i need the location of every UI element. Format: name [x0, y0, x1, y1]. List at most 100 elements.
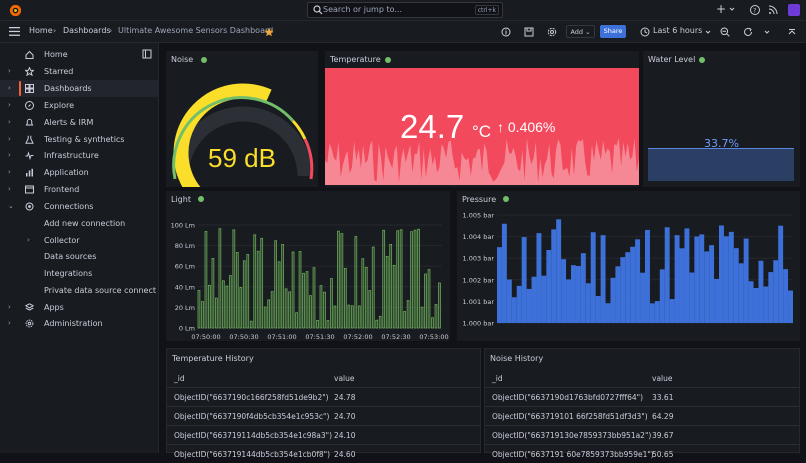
y-tick-label: 80 Lm [175, 242, 195, 250]
chevron-down-icon[interactable] [705, 29, 711, 35]
chevron-right-icon[interactable]: › [8, 101, 11, 109]
sidebar-item-connections[interactable]: ⌄ Connections [0, 198, 159, 215]
table-row[interactable]: ObjectID("6637190c166f258fd51de9b2") 24.7… [167, 387, 480, 406]
table-row[interactable]: ObjectID("663719130e7859373bb951a2") 39.6… [485, 425, 799, 444]
bar [521, 237, 527, 323]
bar [399, 229, 403, 329]
sidebar-item-infrastructure[interactable]: › Infrastructure [0, 147, 159, 164]
chevron-right-icon[interactable]: › [8, 303, 11, 311]
cell-value: 24.10 [334, 431, 356, 440]
bar [295, 312, 298, 329]
bar [531, 276, 537, 323]
bar [659, 269, 665, 323]
collapse-up-icon[interactable] [787, 28, 797, 36]
sidebar-item-collector[interactable]: › Collector [0, 232, 159, 249]
table-row[interactable]: ObjectID("6637191 60e7859373bb959e1") 50.… [485, 444, 799, 463]
bar [536, 233, 542, 323]
x-tick-label: 07:50:30 [229, 333, 258, 341]
breadcrumb-home[interactable]: Home [29, 26, 53, 35]
zoom-out-icon[interactable] [720, 27, 730, 37]
table-row[interactable]: ObjectID("663719101 66f258fd51df3d3") 64.… [485, 406, 799, 425]
apps-icon [25, 303, 34, 311]
share-button[interactable]: Share [600, 25, 626, 38]
bar [506, 279, 512, 323]
news-rss-icon[interactable] [767, 4, 779, 16]
save-icon[interactable] [524, 27, 534, 37]
bar [291, 251, 295, 329]
bar [571, 265, 576, 323]
active-indicator [19, 81, 21, 96]
bar [788, 290, 793, 323]
sidebar-item-dashboards[interactable]: › Dashboards [0, 80, 159, 97]
menu-icon[interactable] [9, 27, 20, 36]
column-header-value[interactable]: value [652, 374, 673, 383]
temperature-history-title: Temperature History [172, 354, 254, 363]
sidebar-item-frontend[interactable]: › Frontend [0, 181, 159, 198]
grafana-logo-icon[interactable] [8, 3, 23, 18]
sidebar-item-add-new-connection[interactable]: Add new connection [0, 215, 159, 232]
refresh-icon[interactable] [743, 27, 753, 37]
y-tick-label: 1.000 bar [463, 320, 495, 328]
sidebar-item-label: Infrastructure [44, 151, 99, 160]
bar [743, 238, 749, 323]
star-icon[interactable] [264, 27, 274, 37]
breadcrumb-dashboards[interactable]: Dashboards [63, 26, 111, 35]
user-avatar[interactable] [788, 4, 800, 16]
settings-gear-icon[interactable] [547, 27, 557, 37]
chevron-right-icon[interactable]: › [8, 319, 11, 327]
chevron-right-icon[interactable]: › [8, 118, 11, 126]
bar [600, 235, 606, 323]
chevron-right-icon[interactable]: › [8, 168, 11, 176]
sidebar-item-application[interactable]: › Application [0, 164, 159, 181]
column-header-id[interactable]: _id [174, 374, 185, 383]
sidebar-item-data-sources[interactable]: Data sources [0, 248, 159, 265]
sidebar-item-integrations[interactable]: Integrations [0, 265, 159, 282]
chevron-right-icon[interactable]: › [8, 135, 11, 143]
column-header-id[interactable]: _id [492, 374, 503, 383]
pressure-chart: 1.005 bar 1.004 bar 1.003 bar 1.002 bar 1.00… [463, 212, 793, 328]
chevron-right-icon[interactable]: › [8, 67, 11, 75]
bar [723, 236, 729, 323]
cell-value: 33.61 [652, 393, 674, 402]
chevron-down-icon[interactable] [764, 29, 770, 35]
table-row[interactable]: ObjectID("663719114db5cb354e1c98a3") 24.1… [167, 425, 480, 444]
sidebar-item-testing-synthetics[interactable]: › Testing & synthetics [0, 131, 159, 148]
chevron-right-icon[interactable]: › [8, 185, 11, 193]
help-icon[interactable]: ? [749, 4, 761, 16]
bar [497, 247, 502, 323]
bar [420, 306, 424, 329]
sidebar-item-private-data-source-connect[interactable]: Private data source connect [0, 282, 159, 299]
status-dot [198, 196, 204, 202]
sidebar-item-apps[interactable]: › Apps [0, 299, 159, 316]
x-tick-label: 07:53:00 [419, 333, 448, 341]
add-button[interactable]: Add ⌄ [566, 25, 595, 38]
sidebar-item-home[interactable]: Home [0, 46, 159, 63]
sidebar-item-starred[interactable]: › Starred [0, 63, 159, 80]
y-tick-label: 1.005 bar [463, 212, 495, 220]
chevron-down-icon[interactable]: ⌄ [8, 202, 14, 210]
new-plus-button[interactable]: + [716, 2, 727, 16]
column-header-value[interactable]: value [334, 374, 355, 383]
bar [541, 275, 547, 323]
table-row[interactable]: ObjectID("6637190f4db5cb354e1c953c") 24.7… [167, 406, 480, 425]
chevron-right-icon[interactable]: › [27, 236, 30, 244]
time-range-picker[interactable]: Last 6 hours [653, 26, 703, 35]
noise-value: 59 dB [208, 143, 276, 173]
chevron-right-icon[interactable]: › [8, 84, 11, 92]
bar [645, 229, 650, 323]
table-row[interactable]: ObjectID("6637190d1763bfd0727fff64") 33.6… [485, 387, 799, 406]
breadcrumb-current: Ultimate Awesome Sensors Dashboard [118, 26, 274, 35]
chevron-right-icon[interactable]: › [8, 151, 11, 159]
sidebar-item-alerts-irm[interactable]: › Alerts & IRM [0, 114, 159, 131]
search-input[interactable]: Search or jump to... ctrl+k [307, 2, 503, 18]
sidebar-item-label: Explore [44, 101, 75, 110]
bar [556, 219, 562, 323]
table-row[interactable]: ObjectID("663719144db5cb354e1cb0f8") 24.6… [167, 444, 480, 463]
chevron-down-icon[interactable] [729, 6, 735, 12]
sidebar-item-explore[interactable]: › Explore [0, 97, 159, 114]
cell-value: 24.60 [334, 450, 356, 459]
dock-menu-icon[interactable] [142, 49, 152, 59]
y-tick-label: 100 Lm [171, 222, 195, 230]
sidebar-item-administration[interactable]: › Administration [0, 315, 159, 332]
info-icon[interactable] [501, 27, 511, 37]
